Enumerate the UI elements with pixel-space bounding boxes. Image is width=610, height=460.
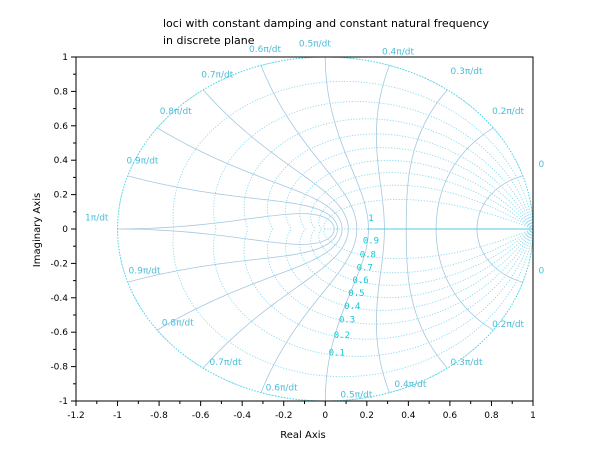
y-tick-label: -0.2 [50,259,68,269]
damping-label: 0.1 [329,348,345,358]
y-tick-label: 0.4 [54,156,69,166]
x-tick-label: -0.8 [150,411,168,421]
damping-locus-lower-0.4 [266,228,534,325]
damping-locus-lower-0.1 [172,228,534,378]
y-tick-label: -1 [59,397,68,407]
x-tick-label: -0.4 [233,411,251,421]
frequency-label-lower: 0.6π/dt [266,384,298,394]
frequency-label-upper: 0.6π/dt [249,45,281,55]
frequency-locus-0.8 [157,127,343,331]
x-tick-label: -0.6 [192,411,210,421]
frequency-label-lower: 0.7π/dt [210,358,242,368]
damping-locus-upper-0.3 [243,118,534,230]
x-tick-label: 0 [322,411,328,421]
frequency-label-upper: 1π/dt [85,213,109,223]
frequency-label-upper: 0.5π/dt [299,40,331,50]
damping-label: 0.3 [339,316,355,326]
frequency-label-upper: 0.7π/dt [201,71,233,81]
frequency-label-upper: 0.2π/dt [492,107,524,117]
damping-locus-upper-0.9 [323,199,534,230]
frequency-label-upper: 0.4π/dt [382,47,414,57]
frequency-label-lower: 0 [538,267,544,277]
frequency-label-upper: 0.3π/dt [451,67,483,77]
damping-locus-upper-0.1 [172,80,534,230]
damping-label: 0.9 [363,237,379,247]
y-tick-label: -0.8 [50,363,68,373]
y-tick-label: 0.6 [54,122,69,132]
frequency-locus-0.9 [127,175,338,283]
x-tick-label: 0.8 [484,411,499,421]
x-tick-label: -1 [113,411,122,421]
y-tick-label: 0 [62,225,68,235]
frequency-locus-0.7 [202,89,349,369]
damping-label: 0.8 [360,250,376,260]
damping-locus-upper-0.4 [266,133,534,230]
frequency-label-lower: 0.2π/dt [492,320,524,330]
y-tick-label: -0.6 [50,328,68,338]
x-axis-label: Real Axis [280,430,325,441]
x-tick-label: 0.2 [360,411,374,421]
x-tick-label: -1.2 [67,411,85,421]
frequency-label-upper: 0 [538,160,544,170]
label-layer: 1 0.9 0.8 0.7 0.6 0.5 0.4 0.3 0.2 0.1 0 0.2π/dt 0.3π… [85,40,544,401]
unit-circle [117,56,534,402]
damping-locus-lower-0.3 [243,228,534,340]
frequency-label-upper: 0.8π/dt [160,107,192,117]
damping-locus-lower-0.8 [318,228,534,274]
y-tick-label: 1 [62,53,68,63]
y-tick-label: 0.8 [54,87,69,97]
curve-layer [117,56,534,402]
chart-title-line-2: in discrete plane [163,34,255,47]
frequency-locus-0.6 [260,65,358,393]
damping-locus-lower-0.9 [323,228,534,259]
damping-locus-upper-0 [117,56,534,230]
y-tick-label: -0.4 [50,294,68,304]
damping-label: 0.6 [352,276,368,286]
damping-locus-lower-0.7 [310,228,534,286]
damping-locus-lower-0 [117,228,534,402]
y-axis-label: Imaginary Axis [32,193,43,267]
damping-label: 0.4 [344,302,360,312]
frequency-label-lower: 0.3π/dt [451,358,483,368]
damping-label: 0.5 [348,289,364,299]
damping-locus-upper-0.2 [213,101,534,230]
frequency-label-lower: 0.9π/dt [129,267,161,277]
frequency-label-lower: 0.4π/dt [394,380,426,390]
frequency-label-upper: 0.9π/dt [126,157,158,167]
x-tick-label: -0.2 [275,411,293,421]
damping-label: 0.2 [334,331,350,341]
damping-locus-upper-0.6 [299,159,534,230]
x-tick-label: 0.6 [443,411,458,421]
damping-locus-lower-0.6 [299,228,534,299]
damping-locus-upper-0.8 [318,184,534,230]
frequency-label-lower: 0.5π/dt [340,391,372,401]
frequency-label-lower: 0.8π/dt [162,318,194,328]
frequency-locus-1 [117,213,335,245]
damping-label: 0.7 [357,263,373,273]
chart-title-line-1: loci with constant damping and constant … [163,17,489,30]
axes-layer: -1.2 -1 -0.8 -0.6 -0.4 -0.2 0 0.2 0.4 0.6 0.8 1 -1 -0… [50,53,535,421]
damping-label: 1 [368,214,373,224]
y-tick-label: 0.2 [54,191,68,201]
x-tick-label: 0.4 [401,411,416,421]
damping-locus-lower-0.2 [213,228,534,357]
damping-locus-upper-0.7 [310,172,534,230]
x-tick-label: 1 [530,411,536,421]
